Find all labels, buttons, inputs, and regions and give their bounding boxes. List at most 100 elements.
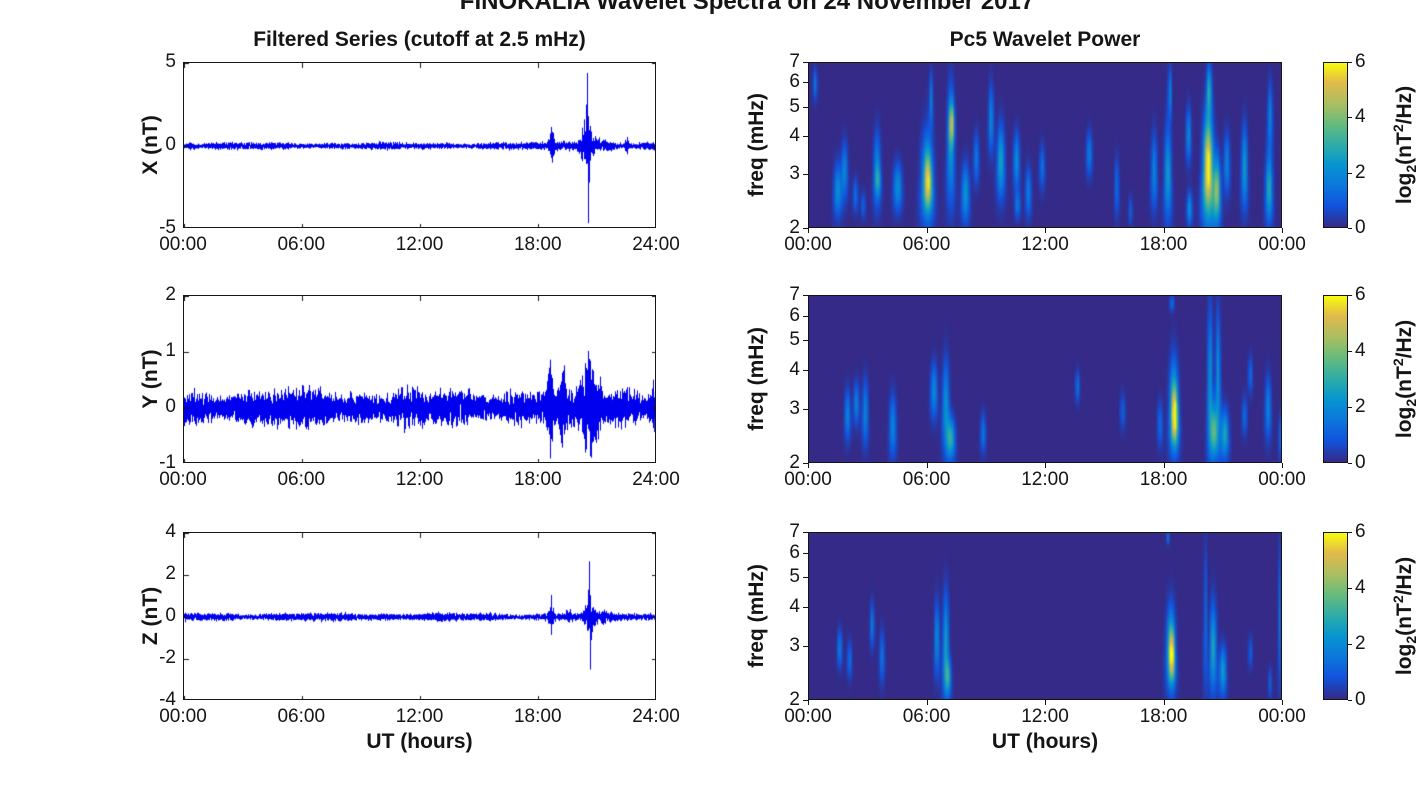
tick-mark [803,532,808,533]
tick-mark [1164,228,1165,233]
colorbar-z [1323,532,1348,700]
x-tick-label: 00:00 [784,469,832,490]
tick-mark [1282,228,1283,233]
tick-mark [1282,463,1283,468]
tick-mark [1348,532,1352,533]
freq-tick-label: 7 [789,284,800,305]
x-tick-label: 00:00 [159,234,207,255]
colorbar-label-text: log [1393,643,1416,676]
tick-mark [1348,700,1352,701]
freq-tick-label: 6 [789,541,800,563]
colorbar-label-1: log2(nT2/Hz) [1386,297,1418,461]
x-tick-label: 00:00 [159,469,207,490]
colorbar-tick-label: 6 [1355,51,1366,72]
x-axis-label-left: UT (hours) [366,730,473,753]
timeseries-canvas-x [184,63,655,227]
tick-mark [1348,62,1352,63]
freq-tick-label: 7 [789,51,800,72]
wavelet-canvas-x [809,63,1281,227]
x-tick-label: 06:00 [902,706,951,727]
x-tick-label: 06:00 [902,469,951,490]
y-tick-label: 4 [165,521,176,542]
x-tick-label: 06:00 [277,234,326,255]
freq-tick-label: 2 [789,452,800,473]
x-tick-label: 12:00 [1021,706,1069,727]
tick-mark [803,62,808,63]
tick-mark [1348,351,1352,352]
freq-tick-label: 4 [789,596,800,618]
colorbar-label-text: (nT [1393,132,1416,165]
tick-mark [808,700,809,705]
x-tick-label: 00:00 [1258,706,1306,727]
tick-mark [1348,173,1352,174]
x-tick-label: 24:00 [632,469,680,490]
freq-tick-label: 4 [789,359,800,381]
colorbar-tick-label: 4 [1355,106,1366,128]
tick-mark [808,463,809,468]
colorbar-tick-label: 2 [1355,396,1366,417]
tick-mark [1282,700,1283,705]
x-tick-label: 06:00 [902,234,951,255]
y-tick-label: -1 [159,452,176,473]
freq-tick-label: 3 [789,163,800,185]
tick-mark [803,409,808,410]
tick-mark [803,700,808,701]
tick-mark [1348,228,1352,229]
colorbar-x [1323,62,1348,228]
x-tick-label: 18:00 [513,706,562,727]
colorbar-tick-label: 0 [1355,689,1366,710]
x-tick-label: 24:00 [632,706,680,727]
tick-mark [803,646,808,647]
colorbar-label-sup: 2 [1390,358,1406,367]
freq-tick-label: 2 [789,217,800,238]
x-tick-label: 06:00 [277,706,326,727]
colorbar-label-sup: 2 [1390,595,1406,604]
tick-mark [803,607,808,608]
tick-mark [1045,228,1046,233]
tick-mark [1348,117,1352,118]
tick-mark [1164,700,1165,705]
tick-mark [803,136,808,137]
tick-mark [1045,463,1046,468]
y-tick-label: -4 [159,689,176,710]
timeseries-panel-z [183,532,656,700]
colorbar-label-2: log2(nT2/Hz) [1386,534,1418,698]
tick-mark [803,174,808,175]
y-tick-label: 0 [165,605,176,626]
colorbar-tick-label: 0 [1355,452,1366,473]
wavelet-panel-x [808,62,1282,228]
colorbar-label-text: (nT [1393,603,1416,636]
wavelet-canvas-y [809,296,1281,462]
colorbar-tick-label: 0 [1355,217,1366,238]
x-tick-label: 18:00 [1139,706,1188,727]
x-axis-label-right: UT (hours) [991,730,1099,753]
tick-mark [927,700,928,705]
y-tick-label: 2 [165,563,176,584]
tick-mark [1045,700,1046,705]
y-tick-label: 0 [165,134,176,155]
x-tick-label: 00:00 [159,706,207,727]
figure-title: FINOKALIA Wavelet Spectra on 24 November… [459,0,1035,15]
colorbar-label-text: /Hz) [1393,319,1416,359]
freq-tick-label: 5 [789,95,800,117]
x-tick-label: 00:00 [1258,469,1306,490]
timeseries-canvas-y [184,296,655,462]
x-tick-label: 12:00 [395,469,444,490]
colorbar-label-text: /Hz) [1393,85,1416,125]
y-tick-label: -5 [159,217,176,238]
freq-tick-label: 6 [789,304,800,326]
timeseries-panel-x [183,62,656,228]
colorbar-label-text: log [1393,172,1416,205]
colorbar-label-sub: 2 [1403,398,1418,407]
tick-mark [803,340,808,341]
tick-mark [927,463,928,468]
y-tick-label: 5 [165,51,176,72]
tick-mark [803,82,808,83]
colorbar-y [1323,295,1348,463]
x-tick-label: 00:00 [1258,234,1306,255]
colorbar-label-text: log [1393,406,1416,439]
freq-tick-label: 6 [789,71,800,93]
timeseries-canvas-z [184,533,655,699]
y-tick-label: 1 [165,340,176,361]
right-column-title: Pc5 Wavelet Power [949,28,1141,51]
